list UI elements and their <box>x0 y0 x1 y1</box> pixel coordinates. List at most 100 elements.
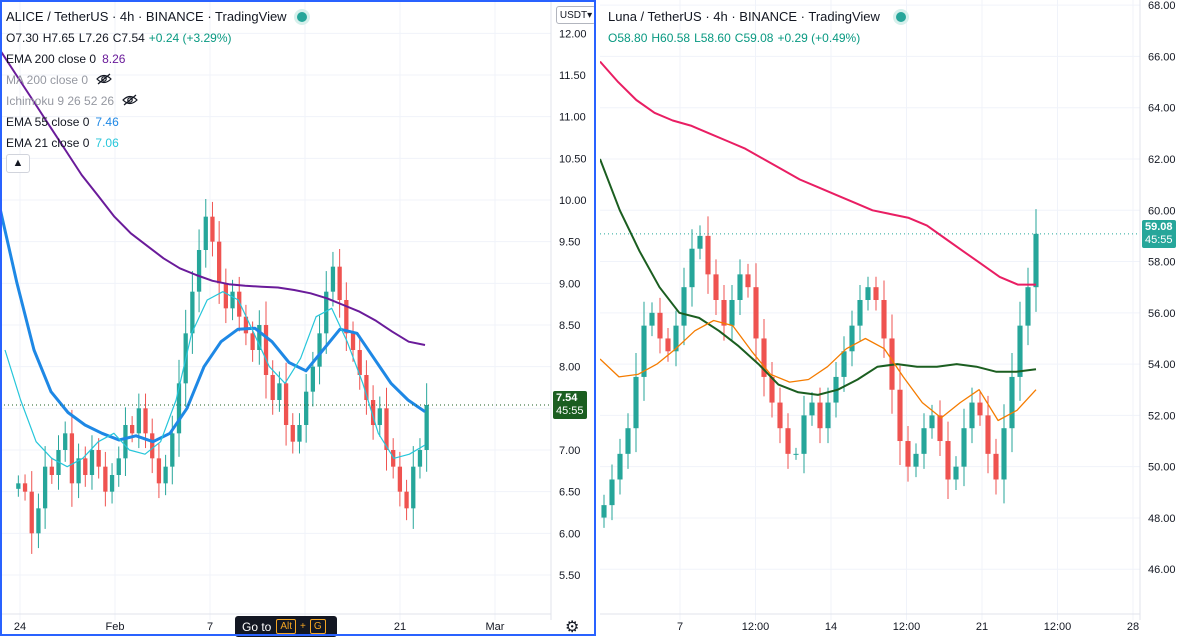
x-tick-label: 12:00 <box>893 621 921 633</box>
candle-body <box>283 383 289 425</box>
candle-body <box>290 425 295 442</box>
luna-close: C59.08 <box>734 30 774 45</box>
go-to-date-button[interactable]: Go to Alt + G <box>235 616 337 637</box>
candle-body <box>129 425 135 434</box>
indicator-row[interactable]: EMA 200 close 0 8.26 <box>6 48 307 69</box>
candle-body <box>841 351 847 377</box>
ma-line-ema-21 <box>4 291 426 468</box>
candle-body <box>89 450 95 475</box>
candle-body <box>156 458 162 484</box>
y-tick-label: 68.00 <box>1148 0 1176 12</box>
indicator-row[interactable]: EMA 55 close 0 7.46 <box>6 111 307 132</box>
indicator-row[interactable]: MA 200 close 0 <box>6 69 307 90</box>
candle-body <box>310 366 316 392</box>
luna-legend: Luna / TetherUS · 4h · BINANCE · Trading… <box>608 6 906 48</box>
market-open-status-icon <box>296 11 307 22</box>
candle-body <box>36 508 41 534</box>
candle-body <box>357 350 362 375</box>
alice-title-row: ALICE / TetherUS · 4h · BINANCE · Tradin… <box>6 6 307 27</box>
y-tick-label: 9.00 <box>559 278 580 290</box>
y-tick-label: 54.00 <box>1148 359 1176 371</box>
y-tick-label: 8.00 <box>559 362 580 374</box>
candle-body <box>721 300 727 326</box>
candle-body <box>330 266 336 292</box>
candle-body <box>29 491 34 534</box>
y-tick-label: 8.50 <box>559 320 580 332</box>
candle-body <box>196 250 202 292</box>
candle-body <box>961 428 967 467</box>
candle-body <box>657 312 663 339</box>
hidden-eye-icon[interactable] <box>122 94 138 108</box>
candle-body <box>337 266 342 300</box>
luna-bar-countdown: 45:55 <box>1145 233 1173 246</box>
candle-body <box>150 433 155 459</box>
ma-line-ema-55 <box>600 158 1037 396</box>
x-tick-label: Feb <box>106 621 125 633</box>
candle-body <box>913 453 919 467</box>
candle-body <box>873 287 879 300</box>
y-tick-label: 62.00 <box>1148 154 1176 166</box>
candle-body <box>865 287 871 300</box>
candle-body <box>223 283 228 309</box>
candle-body <box>729 300 735 326</box>
candle-body <box>123 425 128 459</box>
shortcut-plus: + <box>300 621 306 632</box>
candle-body <box>377 408 382 425</box>
collapse-legend-button[interactable]: ▲ <box>6 154 30 173</box>
luna-last-price-tag: 59.08 45:55 <box>1142 219 1176 248</box>
candle-body <box>1001 428 1007 480</box>
y-tick-label: 6.00 <box>559 528 580 540</box>
chart-settings-gear-icon[interactable]: ⚙ <box>565 619 580 636</box>
alice-chart-pane[interactable]: 24Feb71421Mar5.506.006.507.007.508.008.5… <box>0 0 600 640</box>
x-tick-label: 7 <box>677 621 683 633</box>
currency-selector[interactable]: USDT ▾ <box>556 6 596 24</box>
y-tick-label: 50.00 <box>1148 462 1176 474</box>
candle-body <box>801 415 807 454</box>
luna-chart-pane[interactable]: 7 12:00 14 12:00 21 12:00 28 46.00 48.00 50.00 52.… <box>600 0 1196 640</box>
indicator-row[interactable]: Ichimoku 9 26 52 26 <box>6 90 307 111</box>
y-tick-label: 56.00 <box>1148 308 1176 320</box>
x-tick-label: 21 <box>394 621 406 633</box>
candle-body <box>761 338 767 377</box>
luna-open: O58.80 <box>608 30 648 45</box>
hidden-eye-icon[interactable] <box>96 73 112 87</box>
candle-body <box>42 466 48 509</box>
candle-body <box>609 479 615 506</box>
indicator-value: 7.46 <box>95 114 119 129</box>
alice-low: L7.26 <box>78 30 109 45</box>
candle-body <box>49 466 54 475</box>
candle-body <box>993 453 999 480</box>
legend-collapse-row: ▲ <box>6 153 307 174</box>
candle-body <box>364 375 369 400</box>
indicator-label: EMA 200 close 0 <box>6 51 97 66</box>
candle-body <box>713 274 719 300</box>
candle-body <box>96 450 101 467</box>
alice-symbol-title[interactable]: ALICE / TetherUS · 4h · BINANCE · Tradin… <box>6 9 287 24</box>
candle-body <box>697 235 703 249</box>
candle-body <box>243 316 249 334</box>
candle-body <box>1025 287 1031 326</box>
candle-body <box>977 402 983 416</box>
candle-body <box>681 287 687 326</box>
candle-body <box>176 383 182 434</box>
candle-body <box>817 402 823 429</box>
candle-body <box>921 428 927 454</box>
candle-body <box>969 402 975 429</box>
indicator-row[interactable]: EMA 21 close 0 7.06 <box>6 132 307 153</box>
luna-title-row: Luna / TetherUS · 4h · BINANCE · Trading… <box>608 6 906 27</box>
indicator-value: 8.26 <box>102 51 126 66</box>
candle-body <box>945 441 951 480</box>
alice-change: +0.24 (+3.29%) <box>148 30 232 45</box>
indicator-label: Ichimoku 9 26 52 26 <box>6 93 115 108</box>
x-tick-label: 24 <box>14 621 26 633</box>
ma-line-ema-200 <box>0 49 426 346</box>
candle-body <box>103 466 108 492</box>
candle-body <box>22 483 28 492</box>
candle-body <box>237 291 242 317</box>
x-tick-label: 7 <box>207 621 213 633</box>
luna-symbol-title[interactable]: Luna / TetherUS · 4h · BINANCE · Trading… <box>608 9 880 24</box>
luna-low: L58.60 <box>694 30 731 45</box>
alice-indicator-list: EMA 200 close 0 8.26 MA 200 close 0 Ichimok… <box>6 48 307 153</box>
luna-chart-svg[interactable]: 7 12:00 14 12:00 21 12:00 28 46.00 48.00 50.00 52.… <box>600 0 1196 640</box>
go-to-label: Go to <box>242 619 272 634</box>
